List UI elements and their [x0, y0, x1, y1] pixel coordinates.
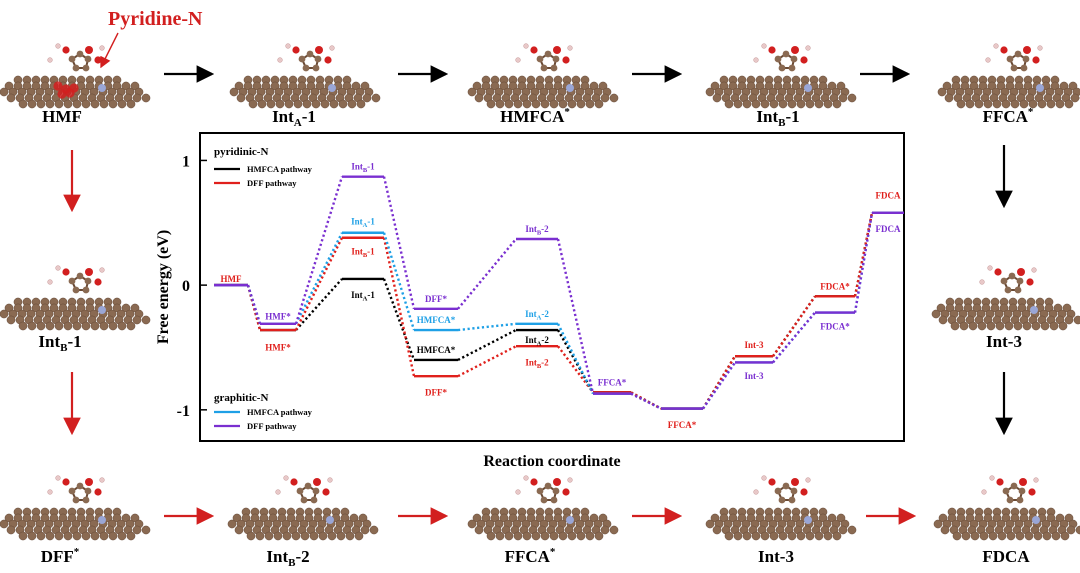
y-axis-label: Free energy (eV) [155, 230, 172, 344]
legend-entry-pyr-hmfca: HMFCA pathway [247, 164, 313, 174]
transition-line [382, 176, 416, 310]
y-tick-label: 0 [182, 278, 190, 295]
energy-label: FDCA* [820, 321, 850, 331]
transition-line [457, 238, 517, 310]
transition-line [556, 323, 595, 395]
energy-label: DFF* [425, 387, 447, 397]
energy-label: FDCA [876, 190, 901, 200]
molecule-int3-bottom [705, 475, 857, 541]
chart-frame [199, 132, 905, 442]
pyridine-n-pointer [100, 32, 119, 69]
top-label-inta1: IntA-1 [272, 107, 316, 129]
transition-line [246, 284, 262, 331]
molecule-dff [0, 475, 151, 541]
energy-label: FDCA [876, 224, 901, 234]
top-label-hmf: HMF [42, 107, 82, 126]
molecule-intb2 [227, 475, 379, 541]
y-tick-label: -1 [177, 403, 190, 420]
transition-line [246, 284, 262, 325]
transition-line [557, 345, 594, 394]
energy-label: HMF* [265, 342, 291, 352]
series-group [214, 175, 904, 410]
energy-label: IntA-2 [525, 309, 549, 322]
bottom-label-ffca: FFCA* [505, 546, 556, 566]
molecule-ffca-bottom [467, 475, 619, 541]
top-label-intb1: IntB-1 [756, 107, 799, 129]
molecule-hmfca [467, 43, 619, 109]
energy-labels: HMF HMF* HMF* IntB-1 IntA-1 IntB-1 IntA-1 DFF* H… [221, 162, 901, 430]
energy-label: FDCA* [820, 281, 850, 291]
y-ticks: 1 0 -1 [177, 153, 207, 420]
energy-label: IntA-2 [525, 335, 549, 348]
top-label-hmfca: HMFCA* [500, 106, 570, 126]
molecule-ffca [937, 43, 1080, 109]
energy-label: Int-3 [744, 340, 764, 350]
pyridine-n-label: Pyridine-N [108, 8, 203, 30]
energy-label: Int-3 [744, 371, 764, 381]
transition-line [556, 329, 595, 393]
molecule-int3-right [931, 265, 1080, 331]
energy-label: HMFCA* [417, 315, 456, 325]
energy-label: IntA-1 [351, 217, 375, 230]
energy-label: IntB-2 [525, 357, 549, 370]
transition-line [382, 278, 416, 361]
legend-entry-pyr-dff: DFF pathway [247, 178, 297, 188]
transition-line [457, 328, 517, 362]
transition-line [457, 322, 517, 332]
transition-line [457, 345, 517, 378]
energy-label: IntB-1 [351, 162, 375, 175]
molecule-intb1-left [0, 265, 151, 331]
legend-entry-gra-hmfca: HMFCA pathway [247, 407, 313, 417]
legend-group1-title: pyridinic-N [214, 146, 268, 158]
bottom-label-dff: DFF* [41, 546, 80, 566]
bottom-label-fdca: FDCA [982, 547, 1030, 566]
energy-label: FFCA* [668, 420, 697, 430]
molecule-fdca [933, 475, 1080, 541]
energy-label: HMFCA* [417, 345, 456, 355]
bottom-label-intb2: IntB-2 [266, 547, 309, 569]
left-label-intb1: IntB-1 [38, 332, 81, 354]
transition-line [294, 176, 344, 325]
molecule-intb1 [705, 43, 857, 109]
top-label-ffca: FFCA* [983, 106, 1034, 126]
energy-label: HMF [221, 274, 242, 284]
transition-line [295, 278, 343, 331]
y-tick-label: 1 [182, 153, 190, 170]
energy-label: FFCA* [598, 377, 627, 387]
molecule-inta1 [229, 43, 381, 109]
right-label-int3: Int-3 [986, 332, 1022, 351]
legend-entry-gra-dff: DFF pathway [247, 421, 297, 431]
legend: pyridinic-N HMFCA pathway DFF pathway gr… [214, 146, 313, 431]
series-3 [214, 175, 904, 410]
bottom-label-int3: Int-3 [758, 547, 794, 566]
transition-line [772, 311, 816, 364]
energy-label: IntB-2 [525, 224, 549, 237]
energy-label: DFF* [425, 294, 447, 304]
energy-label: IntB-1 [351, 246, 375, 259]
x-axis-label: Reaction coordinate [483, 453, 620, 470]
energy-label: IntA-1 [351, 290, 375, 303]
legend-group2-title: graphitic-N [214, 392, 268, 404]
transition-line [630, 392, 662, 410]
energy-label: HMF* [265, 311, 291, 321]
molecule-hmf [0, 43, 151, 109]
